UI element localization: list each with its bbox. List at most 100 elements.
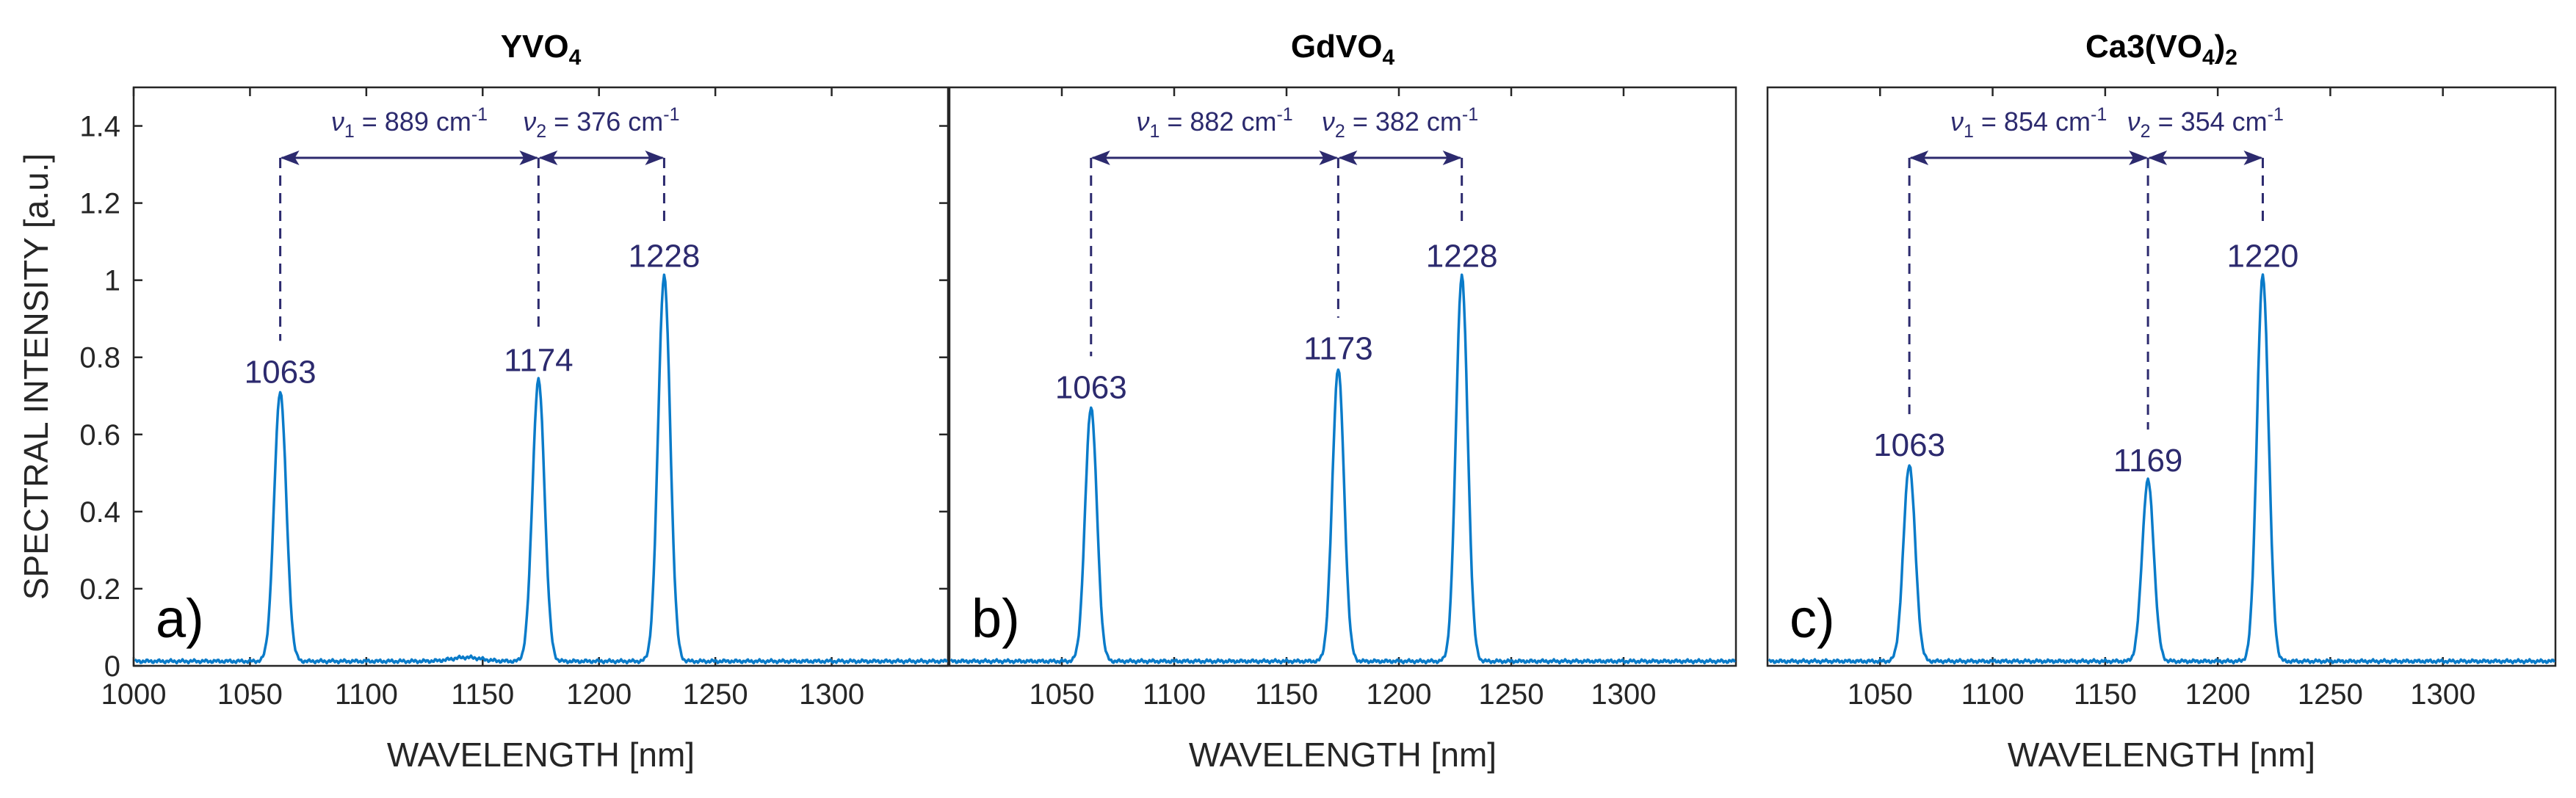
interval-value: = 882 cm: [1159, 106, 1276, 137]
arrowhead-right: [2243, 150, 2263, 165]
y-tick-label: 0: [104, 650, 120, 683]
arrowhead-left: [1909, 150, 1929, 165]
title-subscript-2: 2: [2225, 46, 2237, 70]
arrowhead-left: [280, 150, 300, 165]
title-subscript: 4: [2202, 46, 2215, 70]
nu-subscript: 2: [1335, 121, 1345, 142]
nu-symbol: ν: [1136, 106, 1149, 137]
title-main: GdVO: [1291, 29, 1383, 65]
x-tick-label: 1200: [566, 678, 632, 711]
x-tick-label: 1300: [2410, 678, 2475, 711]
y-tick-label: 0.6: [79, 419, 120, 451]
interval-label: ν2 = 376 cm-1: [523, 104, 679, 142]
x-tick-label: 1100: [1143, 678, 1206, 711]
unit-superscript: -1: [2091, 104, 2107, 125]
interval-value: = 854 cm: [1974, 106, 2091, 137]
y-axis-label: SPECTRAL INTENSITY [a.u.]: [17, 153, 55, 600]
arrowhead-right: [1319, 150, 1339, 165]
interval-label: ν1 = 889 cm-1: [331, 104, 488, 142]
peak-label: 1063: [1055, 369, 1127, 405]
y-tick-label: 1.4: [79, 111, 120, 143]
x-tick-label: 1300: [799, 678, 864, 711]
arrowhead-right: [645, 150, 665, 165]
arrowhead-right: [519, 150, 539, 165]
x-tick-label: 1050: [1848, 678, 1913, 711]
spectrum-line: [1768, 273, 2556, 665]
unit-superscript: -1: [471, 104, 488, 125]
arrowhead-left: [2148, 150, 2168, 165]
interval-annotation-2: ν2 = 354 cm-1: [2127, 104, 2284, 165]
interval-value: = 889 cm: [355, 106, 471, 137]
interval-annotation-1: ν1 = 889 cm-1: [280, 104, 539, 165]
nu-symbol: ν: [523, 106, 536, 137]
panel-c: 1050 1100 1150 1200 1250 1300 WAVELENGTH [nm] C…: [1766, 29, 2557, 774]
nu-subscript: 2: [536, 121, 546, 142]
y-tick-label: 1.2: [79, 188, 120, 220]
arrowhead-left: [538, 150, 558, 165]
x-tick-label: 1250: [1479, 678, 1544, 711]
x-tick-label: 1100: [335, 678, 398, 711]
spectrum-line: [949, 273, 1737, 665]
x-tick-label: 1000: [101, 678, 167, 711]
nu-subscript: 2: [2141, 121, 2151, 142]
interval-label: ν1 = 854 cm-1: [1950, 104, 2107, 142]
panel-a: 1000 1050 1100 1150 1200 1250 1300 0 0.2 0.4 0.6 0.…: [17, 29, 949, 774]
arrowhead-left: [1338, 150, 1358, 165]
unit-superscript: -1: [1462, 104, 1478, 125]
x-tick-label: 1200: [1367, 678, 1432, 711]
x-tick-label: 1100: [1961, 678, 2025, 711]
peak-label: 1173: [1303, 331, 1373, 367]
arrowhead-left: [1090, 150, 1110, 165]
peak-label: 1169: [2113, 443, 2183, 479]
x-tick-label: 1300: [1591, 678, 1657, 711]
panel-letter: c): [1790, 588, 1835, 649]
nu-symbol: ν: [331, 106, 344, 137]
panel-letter: b): [972, 588, 1020, 649]
peak-label: 1174: [504, 343, 574, 379]
interval-annotation-2: ν2 = 382 cm-1: [1322, 104, 1478, 165]
plot-frame: [132, 86, 949, 667]
nu-subscript: 1: [1149, 121, 1159, 142]
x-axis-label: WAVELENGTH [nm]: [1189, 736, 1497, 774]
x-tick-label: 1150: [451, 678, 514, 711]
title-main: YVO: [501, 29, 569, 65]
interval-annotation-2: ν2 = 376 cm-1: [523, 104, 680, 165]
panel-title: YVO4: [501, 29, 582, 70]
panel-title: GdVO4: [1291, 29, 1395, 70]
title-subscript: 4: [1383, 46, 1395, 70]
y-tick-label: 0.2: [79, 573, 120, 606]
unit-superscript: -1: [2268, 104, 2284, 125]
peak-label: 1228: [628, 239, 700, 275]
y-tick-label: 0.8: [79, 342, 120, 374]
interval-label: ν2 = 354 cm-1: [2127, 104, 2284, 142]
plot-frame: [1766, 86, 2557, 667]
panel-title: Ca3(VO4)2: [2085, 29, 2237, 70]
x-tick-label: 1250: [683, 678, 748, 711]
panel-letter: a): [156, 588, 204, 649]
interval-annotation-1: ν1 = 882 cm-1: [1090, 104, 1339, 165]
y-tick-label: 0.4: [79, 496, 120, 529]
panel-b: 1050 1100 1150 1200 1250 1300 WAVELENGTH [nm] G…: [948, 29, 1737, 774]
peak-label: 1063: [1873, 427, 1945, 463]
x-axis-label: WAVELENGTH [nm]: [387, 736, 695, 774]
x-tick-label: 1050: [1030, 678, 1095, 711]
x-axis-label: WAVELENGTH [nm]: [2008, 736, 2315, 774]
arrowhead-right: [2129, 150, 2149, 165]
title-subscript: 4: [569, 46, 582, 70]
interval-annotation-1: ν1 = 854 cm-1: [1909, 104, 2149, 165]
x-tick-label: 1200: [2185, 678, 2251, 711]
interval-value: = 354 cm: [2151, 106, 2268, 137]
y-tick-label: 1: [104, 265, 120, 297]
plot-frame: [948, 86, 1737, 667]
x-tick-label: 1250: [2298, 678, 2363, 711]
peak-label: 1220: [2227, 239, 2299, 275]
title-main: Ca3(VO: [2085, 29, 2202, 65]
nu-symbol: ν: [1950, 106, 1964, 137]
x-tick-label: 1050: [217, 678, 283, 711]
nu-subscript: 1: [344, 121, 355, 142]
interval-value: = 382 cm: [1345, 106, 1462, 137]
peak-label: 1228: [1426, 239, 1498, 275]
spectrum-line: [134, 273, 948, 665]
nu-symbol: ν: [2127, 106, 2141, 137]
